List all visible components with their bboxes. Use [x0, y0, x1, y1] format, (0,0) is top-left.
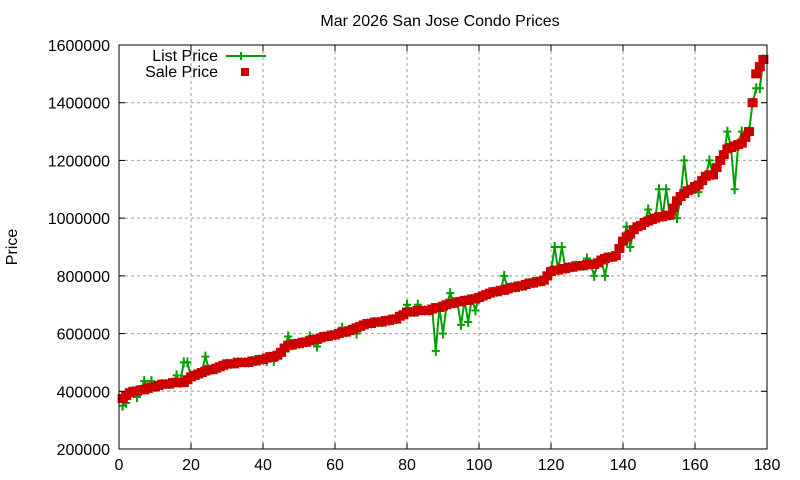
- chart-title: Mar 2026 San Jose Condo Prices: [320, 13, 559, 30]
- grid-lines: [119, 45, 767, 449]
- y-tick-label: 800000: [57, 269, 110, 286]
- legend-sale-label: Sale Price: [145, 64, 218, 81]
- x-tick-label: 80: [398, 457, 416, 474]
- y-tick-label: 200000: [57, 442, 110, 459]
- legend-list-cross-icon: [237, 52, 245, 60]
- y-tick-label: 1600000: [48, 38, 110, 55]
- legend-sale-square-icon: [241, 68, 249, 76]
- y-tick-label: 1200000: [48, 153, 110, 170]
- x-tick-label: 140: [610, 457, 637, 474]
- x-tick-label: 40: [254, 457, 272, 474]
- y-tick-label: 1400000: [48, 96, 110, 113]
- sale-price-series: [117, 54, 769, 403]
- x-tick-label: 160: [682, 457, 709, 474]
- list-price-series: [118, 54, 768, 411]
- legend-list-label: List Price: [152, 48, 218, 65]
- x-tick-label: 20: [182, 457, 200, 474]
- legend: List Price Sale Price: [145, 48, 266, 81]
- y-tick-label: 600000: [57, 327, 110, 344]
- x-tick-label: 120: [538, 457, 565, 474]
- y-axis-label: Price: [4, 229, 21, 266]
- y-tick-label: 1000000: [48, 211, 110, 228]
- plot-frame: [118, 44, 768, 450]
- x-tick-label: 100: [466, 457, 493, 474]
- x-tick-label: 60: [326, 457, 344, 474]
- x-tick-label: 180: [754, 457, 781, 474]
- x-tick-label: 0: [115, 457, 124, 474]
- y-tick-label: 400000: [57, 384, 110, 401]
- axis-ticks: 0 20 40 60 80 100 120 140 160 180 200000 400000 6000…: [48, 38, 781, 474]
